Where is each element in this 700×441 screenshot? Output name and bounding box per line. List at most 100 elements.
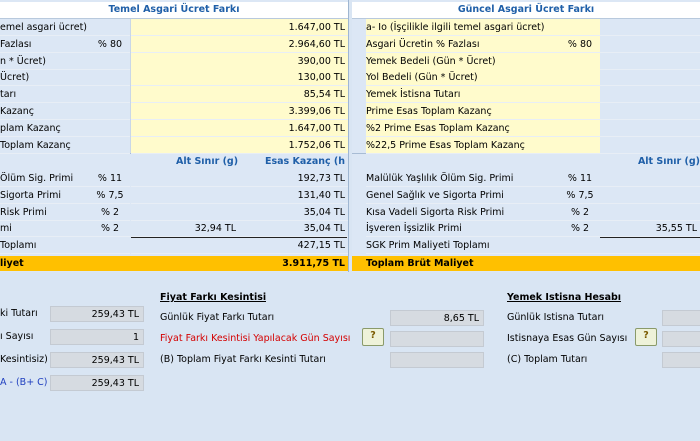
right-prim-pct: % 11 — [560, 170, 600, 187]
left-prim-value[interactable]: 192,73 TL — [239, 170, 348, 187]
right-row-value[interactable] — [600, 36, 700, 53]
left-esas-kazanc-header: Esas Kazanç (h) — [265, 156, 345, 167]
left-row-pct — [90, 19, 130, 36]
left-total-value: 3.911,75 TL — [282, 258, 345, 269]
col1-label-3: A - (B+ C) — [0, 377, 48, 388]
fiyat-farki-title: Fiyat Farkı Kesintisi — [160, 292, 267, 303]
col1-value-1[interactable]: 1 — [50, 329, 144, 345]
left-row-value[interactable]: 2.964,60 TL — [131, 36, 348, 53]
left-prim-mid — [131, 187, 239, 204]
right-row-label: %22,5 Prime Esas Toplam Kazanç — [366, 137, 600, 154]
right-row-label: a- Io (İşçilikle ilgili temel asgari ücr… — [366, 19, 600, 36]
fiyat-value-1[interactable] — [390, 331, 484, 347]
left-prim-label: Ölüm Sig. Primi — [0, 170, 90, 187]
right-row-pct — [560, 53, 600, 70]
yemek-value-2[interactable] — [662, 352, 700, 368]
left-value-divider — [130, 19, 131, 153]
left-row-pct — [90, 53, 130, 70]
left-prim-label: Risk Primi — [0, 204, 90, 221]
right-prim-label: SGK Prim Maliyeti Toplamı — [366, 237, 560, 254]
left-prim-label: Toplamı — [0, 237, 90, 254]
fiyat-label-1: Fiyat Farkı Kesintisi Yapılacak Gün Sayı… — [160, 333, 351, 344]
left-row-value[interactable]: 1.752,06 TL — [131, 137, 348, 154]
fiyat-label-2: (B) Toplam Fiyat Farkı Kesinti Tutarı — [160, 354, 326, 365]
left-row-pct — [90, 120, 130, 137]
yemek-label-2: (C) Toplam Tutarı — [507, 354, 588, 365]
col1-label-2: Kesintisiz) — [0, 354, 48, 365]
yemek-istisna-title: Yemek İstisna Hesabı — [507, 292, 622, 303]
right-row-value[interactable] — [600, 103, 700, 120]
yemek-label-0: Günlük İstisna Tutarı — [507, 312, 604, 323]
right-row-pct: % 80 — [560, 36, 600, 53]
fiyat-value-2[interactable] — [390, 352, 484, 368]
right-prim-mid[interactable] — [600, 187, 700, 204]
left-row-value[interactable]: 85,54 TL — [131, 86, 348, 103]
left-row-label: tarı — [0, 86, 90, 103]
fiyat-value-0[interactable]: 8,65 TL — [390, 310, 484, 326]
yemek-value-0[interactable] — [662, 310, 700, 326]
left-prim-mid — [131, 170, 239, 187]
left-prim-label: Sigorta Primi — [0, 187, 90, 204]
right-row-value[interactable] — [600, 53, 700, 70]
left-prim-value[interactable]: 35,04 TL — [239, 220, 348, 237]
right-row-label: Asgari Ücretin % Fazlası — [366, 36, 600, 53]
right-prim-label: Kısa Vadeli Sigorta Risk Primi — [366, 204, 560, 221]
left-panel-header: Temel Asgari Ücret Farkı — [0, 2, 348, 19]
left-total-label: liyet — [0, 258, 24, 269]
fiyat-help-button[interactable]: ? — [362, 328, 384, 346]
fiyat-label-0: Günlük Fiyat Farkı Tutarı — [160, 312, 275, 323]
right-prim-pct: % 2 — [560, 204, 600, 221]
right-prim-pct — [560, 237, 600, 254]
col1-label-0: ki Tutarı — [0, 308, 38, 319]
right-prim-label: Malülük Yaşlılık Ölüm Sig. Primi — [366, 170, 560, 187]
left-row-value[interactable]: 390,00 TL — [131, 53, 348, 70]
left-alt-sinir-header: Alt Sınır (g) — [176, 156, 239, 167]
left-row-value[interactable]: 1.647,00 TL — [131, 120, 348, 137]
left-prim-value[interactable]: 131,40 TL — [239, 187, 348, 204]
right-row-value[interactable] — [600, 19, 700, 36]
right-prim-mid[interactable] — [600, 237, 700, 254]
yemek-help-button[interactable]: ? — [635, 328, 657, 346]
right-row-pct — [560, 120, 600, 137]
right-row-pct — [560, 69, 600, 86]
left-prim-value[interactable]: 427,15 TL — [239, 237, 348, 254]
right-row-value[interactable] — [600, 137, 700, 154]
col1-value-2[interactable]: 259,43 TL — [50, 352, 144, 368]
left-row-label: plam Kazanç — [0, 120, 90, 137]
left-row-pct: % 80 — [90, 36, 130, 53]
yemek-value-1[interactable] — [662, 331, 700, 347]
left-row-pct — [90, 137, 130, 154]
left-row-value[interactable]: 130,00 TL — [131, 69, 348, 86]
right-total-label: Toplam Brüt Maliyet — [366, 258, 474, 269]
right-prim-mid[interactable] — [600, 204, 700, 221]
left-prim-pct — [90, 237, 130, 254]
col1-value-0[interactable]: 259,43 TL — [50, 306, 144, 322]
yemek-label-1: İstisnaya Esas Gün Sayısı — [507, 333, 628, 344]
left-row-label: n * Ücret) — [0, 53, 90, 70]
right-prim-mid[interactable]: 35,55 TL — [600, 220, 700, 237]
left-prim-label: mi — [0, 220, 90, 237]
right-row-pct — [560, 19, 600, 36]
right-sum-rule — [600, 237, 700, 238]
left-row-pct — [90, 69, 130, 86]
left-prim-value[interactable]: 35,04 TL — [239, 204, 348, 221]
right-prim-pct: % 2 — [560, 220, 600, 237]
col1-label-1: ı Sayısı — [0, 331, 34, 342]
right-alt-sinir-header: Alt Sınır (g) — [637, 156, 700, 167]
left-prim-pct: % 2 — [90, 204, 130, 221]
left-prim-mid — [131, 237, 239, 254]
left-row-pct — [90, 86, 130, 103]
right-prim-label: Genel Sağlık ve Sigorta Primi — [366, 187, 560, 204]
left-row-label: Toplam Kazanç — [0, 137, 90, 154]
left-row-label: Kazanç — [0, 103, 90, 120]
right-row-label: Yemek İstisna Tutarı — [366, 86, 600, 103]
left-row-value[interactable]: 1.647,00 TL — [131, 19, 348, 36]
right-row-value[interactable] — [600, 69, 700, 86]
left-prim-mid — [131, 204, 239, 221]
col1-value-3[interactable]: 259,43 TL — [50, 375, 144, 391]
right-row-value[interactable] — [600, 86, 700, 103]
right-row-value[interactable] — [600, 120, 700, 137]
right-prim-mid[interactable] — [600, 170, 700, 187]
left-prim-pct: % 2 — [90, 220, 130, 237]
left-row-value[interactable]: 3.399,06 TL — [131, 103, 348, 120]
